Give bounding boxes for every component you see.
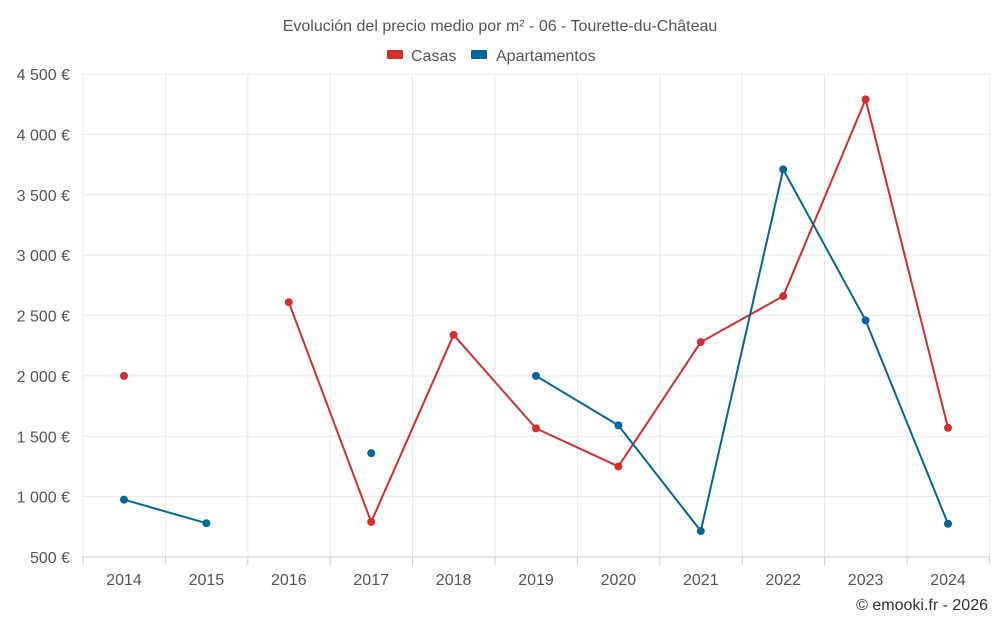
x-tick-label: 2014 [106,572,142,589]
y-tick-label: 1 000 € [17,490,70,507]
series-line-apartamentos [699,168,785,533]
series-line-casas [782,98,867,298]
data-point-casas-2022[interactable] [779,292,788,301]
series-line-casas [617,341,702,468]
series-line-casas [864,98,949,429]
y-tick-label: 2 500 € [17,309,70,326]
x-tick-label: 2024 [930,572,966,589]
data-point-casas-2018[interactable] [449,330,458,339]
series-line-casas [535,427,620,468]
series-line-casas [370,333,455,523]
series-line-apartamentos [617,424,702,533]
legend-swatch-casas [387,50,403,59]
x-tick-label: 2019 [518,572,554,589]
series-line-casas [699,295,785,344]
y-tick-label: 1 500 € [17,429,70,446]
series-line-apartamentos [535,374,620,427]
data-point-casas-2023[interactable] [861,95,870,104]
series-apartamentos [120,165,952,536]
x-tick-label: 2021 [683,572,719,589]
series-line-apartamentos [123,498,208,525]
legend-label-apartamentos: Apartamentos [496,48,596,65]
credit-text: © emooki.fr - 2026 [856,597,988,614]
x-tick-label: 2023 [848,572,884,589]
data-point-apartamentos-2024[interactable] [944,519,952,528]
x-tick-label: 2018 [436,572,472,589]
data-point-apartamentos-2014[interactable] [120,495,128,504]
series-line-apartamentos [864,319,949,525]
series-line-apartamentos [782,168,867,322]
legend-item-casas[interactable]: Casas [387,48,456,65]
data-point-apartamentos-2017[interactable] [367,449,376,458]
data-point-apartamentos-2022[interactable] [779,165,788,174]
y-tick-label: 3 000 € [17,248,70,265]
y-tick-label: 3 500 € [17,188,70,205]
data-point-apartamentos-2021[interactable] [696,527,705,536]
data-point-casas-2021[interactable] [696,338,705,347]
data-point-casas-2017[interactable] [367,517,376,526]
series-line-casas [287,301,373,523]
data-point-casas-2020[interactable] [614,462,623,471]
y-tick-label: 4 500 € [17,67,70,84]
x-tick-label: 2016 [271,572,307,589]
x-tick-label: 2015 [189,572,225,589]
plot-area [120,95,952,536]
series-casas [120,95,952,526]
axes: 500 € 1 000 € 1 500 € 2 000 € 2 500 € 3 000 €… [17,67,990,589]
y-tick-label: 500 € [30,550,70,567]
chart-title: Evolución del precio medio por m² - 06 -… [283,18,718,35]
x-tick-label: 2022 [765,572,801,589]
legend-item-apartamentos[interactable]: Apartamentos [471,48,596,65]
data-point-casas-2019[interactable] [532,424,540,433]
grid-lines [82,73,990,557]
data-point-apartamentos-2023[interactable] [861,316,870,325]
data-point-apartamentos-2015[interactable] [202,519,211,528]
legend-swatch-apartamentos [471,50,487,59]
data-point-apartamentos-2019[interactable] [532,371,540,380]
x-tick-label: 2020 [601,572,637,589]
y-tick-label: 4 000 € [17,127,70,144]
data-point-casas-2014[interactable] [120,371,128,380]
data-point-apartamentos-2020[interactable] [614,421,623,430]
x-tick-label: 2017 [353,572,389,589]
data-point-casas-2016[interactable] [284,298,293,307]
legend-label-casas: Casas [411,48,456,65]
data-point-casas-2024[interactable] [944,423,952,432]
legend: Casas Apartamentos [387,48,596,65]
series-line-casas [452,333,537,430]
y-tick-label: 2 000 € [17,369,70,386]
